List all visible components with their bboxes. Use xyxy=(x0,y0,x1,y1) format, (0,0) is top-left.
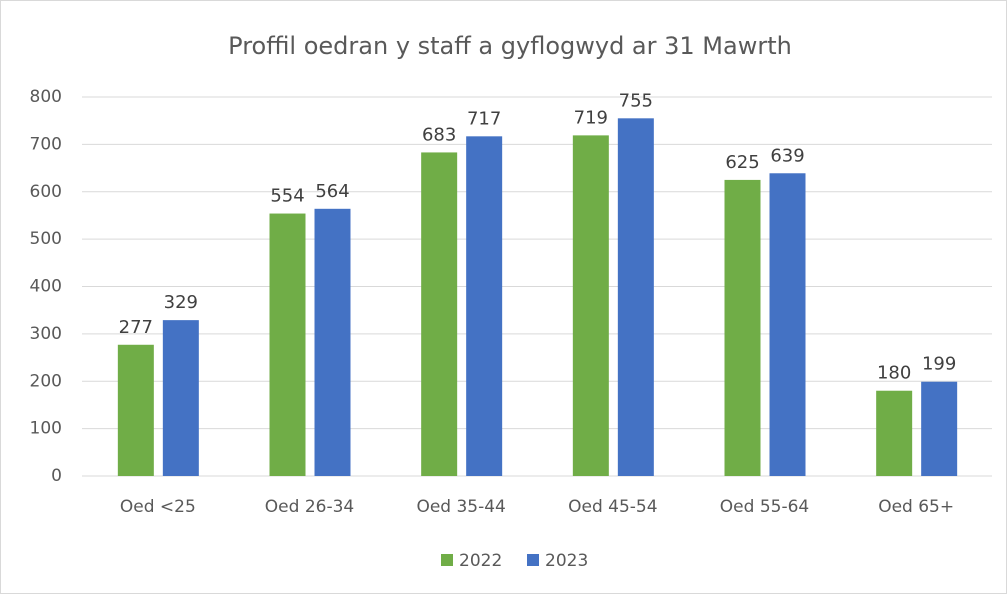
bar xyxy=(769,173,806,476)
bar xyxy=(572,135,609,476)
x-tick-label: Oed 45-54 xyxy=(568,497,657,517)
data-label: 564 xyxy=(315,181,349,202)
data-label: 683 xyxy=(422,124,456,145)
data-label: 639 xyxy=(770,145,804,166)
y-tick-label: 600 xyxy=(30,182,62,202)
legend-swatch xyxy=(441,554,453,566)
legend-label: 2023 xyxy=(545,551,588,571)
x-tick-label: Oed <25 xyxy=(120,497,196,517)
data-label: 277 xyxy=(119,317,153,338)
x-tick-label: Oed 55-64 xyxy=(720,497,809,517)
data-label: 719 xyxy=(574,107,608,128)
data-label: 625 xyxy=(725,152,759,173)
bar xyxy=(921,381,958,476)
data-label: 554 xyxy=(270,186,304,207)
bar xyxy=(421,152,458,476)
y-tick-label: 500 xyxy=(30,229,62,249)
bar xyxy=(617,118,654,476)
data-label: 329 xyxy=(164,292,198,313)
bar xyxy=(466,136,503,477)
y-tick-label: 0 xyxy=(51,466,62,486)
bar xyxy=(314,208,351,476)
data-label: 755 xyxy=(619,90,653,111)
y-tick-label: 100 xyxy=(30,419,62,439)
bar xyxy=(162,320,199,476)
legend-label: 2022 xyxy=(459,551,502,571)
y-tick-label: 300 xyxy=(30,324,62,344)
y-tick-label: 800 xyxy=(30,87,62,107)
x-tick-label: Oed 65+ xyxy=(878,497,954,517)
y-tick-label: 700 xyxy=(30,134,62,154)
x-tick-label: Oed 35-44 xyxy=(416,497,505,517)
y-tick-label: 200 xyxy=(30,371,62,391)
y-tick-label: 400 xyxy=(30,277,62,297)
bar xyxy=(269,213,306,477)
bar xyxy=(876,390,913,476)
bar xyxy=(724,179,761,476)
bar xyxy=(117,344,154,476)
data-label: 180 xyxy=(877,363,911,384)
data-label: 717 xyxy=(467,108,501,129)
legend-swatch xyxy=(527,554,539,566)
chart-title: Proffil oedran y staff a gyflogwyd ar 31… xyxy=(228,32,792,60)
x-tick-label: Oed 26-34 xyxy=(265,497,354,517)
data-label: 199 xyxy=(922,354,956,375)
